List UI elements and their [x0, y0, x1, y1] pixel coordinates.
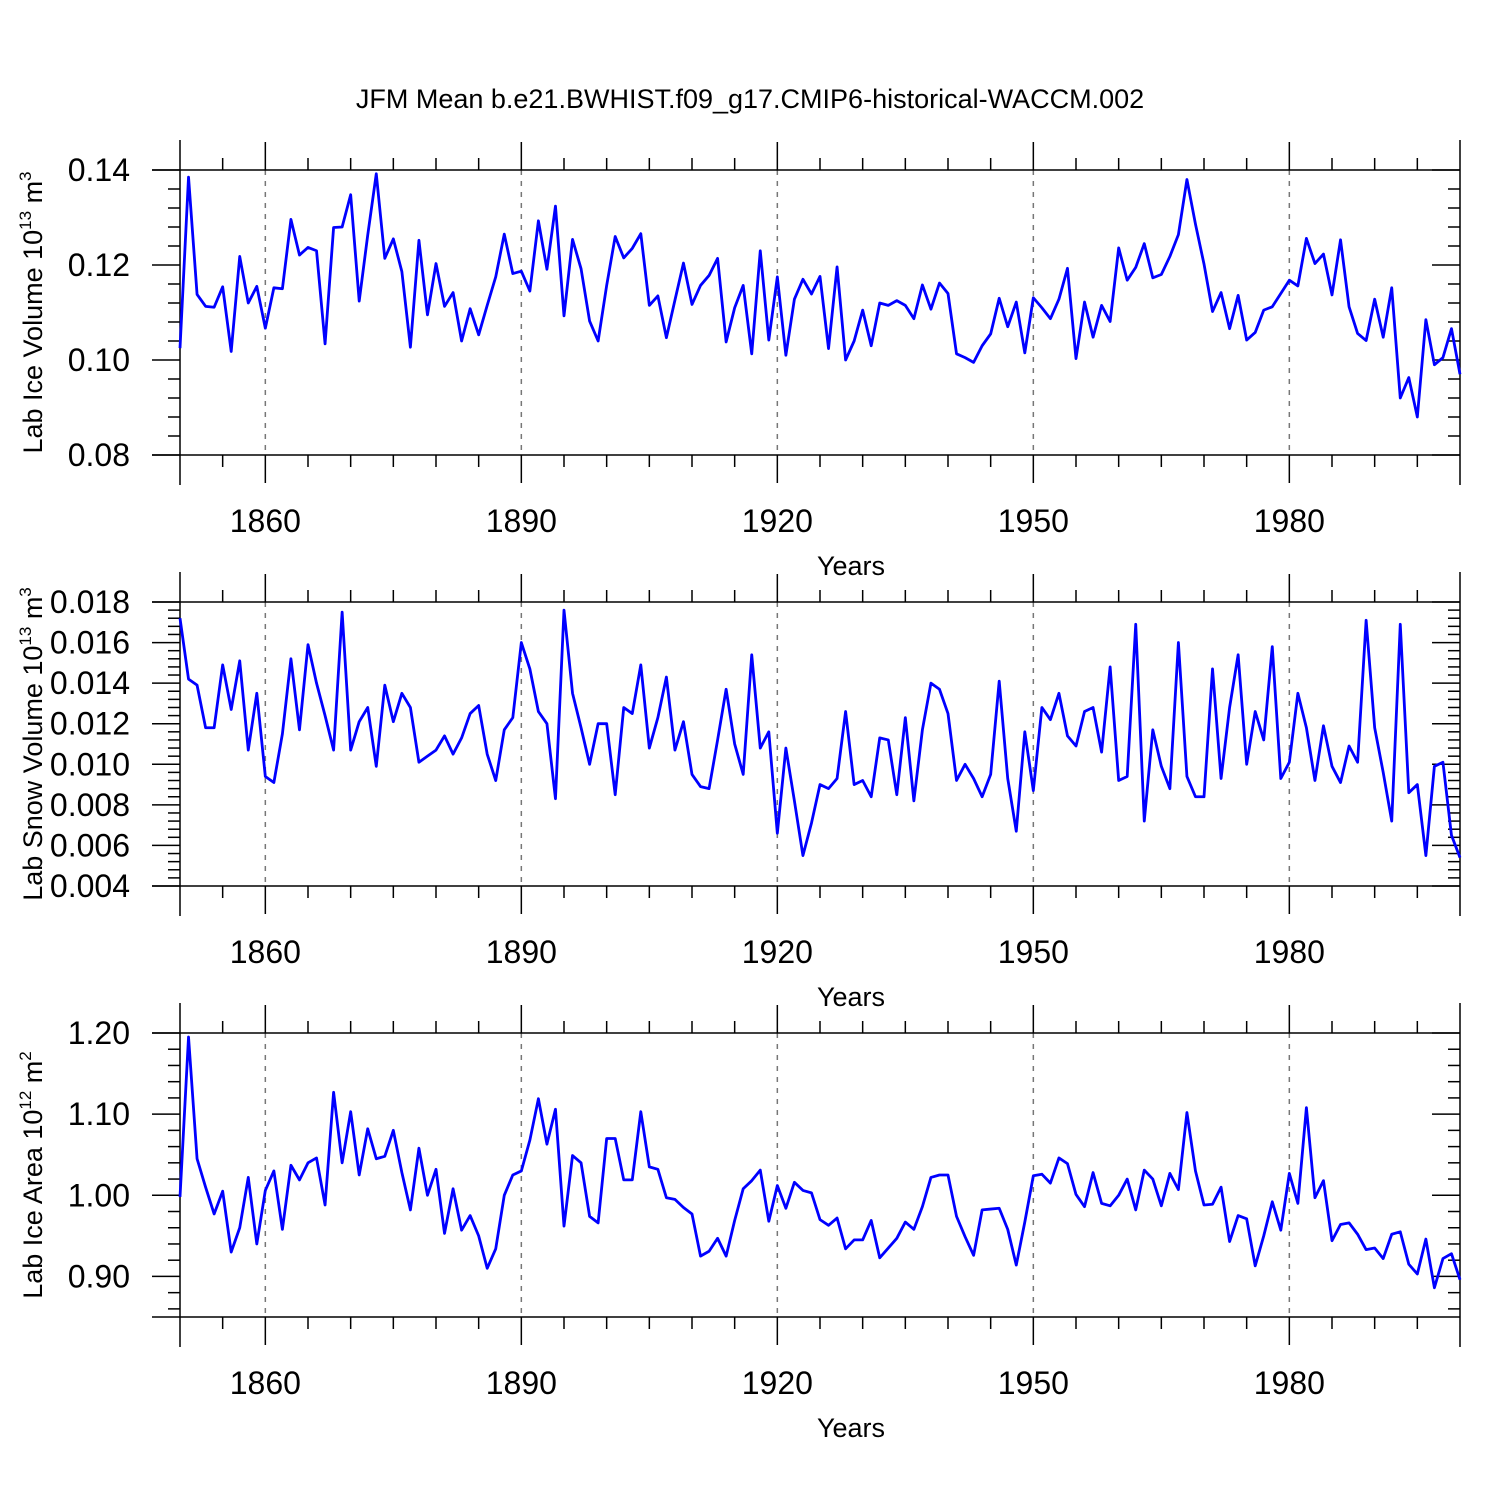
x-tick-label: 1860 [230, 1365, 301, 1401]
x-axis-title: Years [817, 1413, 885, 1443]
x-tick-label: 1920 [742, 934, 813, 970]
panel-lab-ice-area: 0.90 1.00 1.10 1.20 1860 1890 1920 1950 1980 Year… [16, 1003, 1462, 1443]
y-axis-title-part: m [18, 597, 48, 627]
figure-title: JFM Mean b.e21.BWHIST.f09_g17.CMIP6-hist… [356, 84, 1144, 114]
y-tick-label: 0.10 [68, 342, 130, 378]
y-axis-title-part: Lab Ice Volume 10 [18, 230, 48, 454]
x-axis-title: Years [817, 982, 885, 1012]
y-axis-title-part: m [18, 181, 48, 211]
x-tick-label: 1950 [998, 1365, 1069, 1401]
panel-lab-ice-volume: 0.08 0.10 0.12 0.14 1860 1890 1920 1950 1980 Year… [16, 140, 1462, 581]
y-tick-label: 1.00 [68, 1177, 130, 1213]
x-tick-label: 1920 [742, 503, 813, 539]
y-tick-label: 0.12 [68, 247, 130, 283]
x-axis-title: Years [817, 551, 885, 581]
y-axis-title-superscript: 13 [16, 627, 35, 646]
y-axis-title: Lab Ice Volume 1013 m3 [16, 171, 48, 453]
y-axis-title-superscript: 12 [16, 1091, 35, 1110]
x-tick-label: 1950 [998, 503, 1069, 539]
x-tick-label: 1980 [1254, 503, 1325, 539]
y-tick-label: 1.10 [68, 1096, 130, 1132]
y-axis-title-superscript: 13 [16, 211, 35, 230]
x-tick-label: 1980 [1254, 934, 1325, 970]
y-tick-label: 0.006 [50, 827, 130, 863]
x-tick-label: 1920 [742, 1365, 813, 1401]
y-tick-label: 0.014 [50, 665, 130, 701]
panel-lab-snow-volume: 0.004 0.006 0.008 0.010 0.012 0.014 0.016 0.018… [16, 572, 1462, 1012]
y-axis-title-part: Lab Snow Volume 10 [18, 646, 48, 901]
x-tick-label: 1890 [486, 1365, 557, 1401]
x-tick-label: 1860 [230, 934, 301, 970]
y-tick-label: 0.08 [68, 437, 130, 473]
series-line-lab-snow-volume [178, 608, 1462, 859]
y-axis-title-superscript: 3 [16, 587, 35, 596]
x-tick-label: 1890 [486, 934, 557, 970]
y-axis-title-part: Lab Ice Area 10 [18, 1110, 48, 1299]
x-tick-label: 1890 [486, 503, 557, 539]
x-tick-label: 1950 [998, 934, 1069, 970]
y-axis-title: Lab Snow Volume 1013 m3 [16, 587, 48, 901]
y-tick-label: 0.016 [50, 625, 130, 661]
series-line-lab-ice-area [178, 1035, 1462, 1290]
x-tick-label: 1860 [230, 503, 301, 539]
y-tick-label: 0.018 [50, 584, 130, 620]
y-tick-label: 0.004 [50, 868, 130, 904]
series-line-lab-ice-volume [178, 172, 1462, 419]
y-axis-title-part: m [18, 1061, 48, 1091]
y-tick-label: 0.90 [68, 1258, 130, 1294]
y-axis-title: Lab Ice Area 1012 m2 [16, 1051, 48, 1299]
y-tick-label: 0.008 [50, 787, 130, 823]
y-tick-label: 0.14 [68, 152, 130, 188]
y-axis-title-superscript: 3 [16, 171, 35, 180]
y-tick-label: 0.010 [50, 746, 130, 782]
x-tick-label: 1980 [1254, 1365, 1325, 1401]
y-axis-title-superscript: 2 [16, 1051, 35, 1060]
y-tick-label: 0.012 [50, 706, 130, 742]
y-tick-label: 1.20 [68, 1015, 130, 1051]
